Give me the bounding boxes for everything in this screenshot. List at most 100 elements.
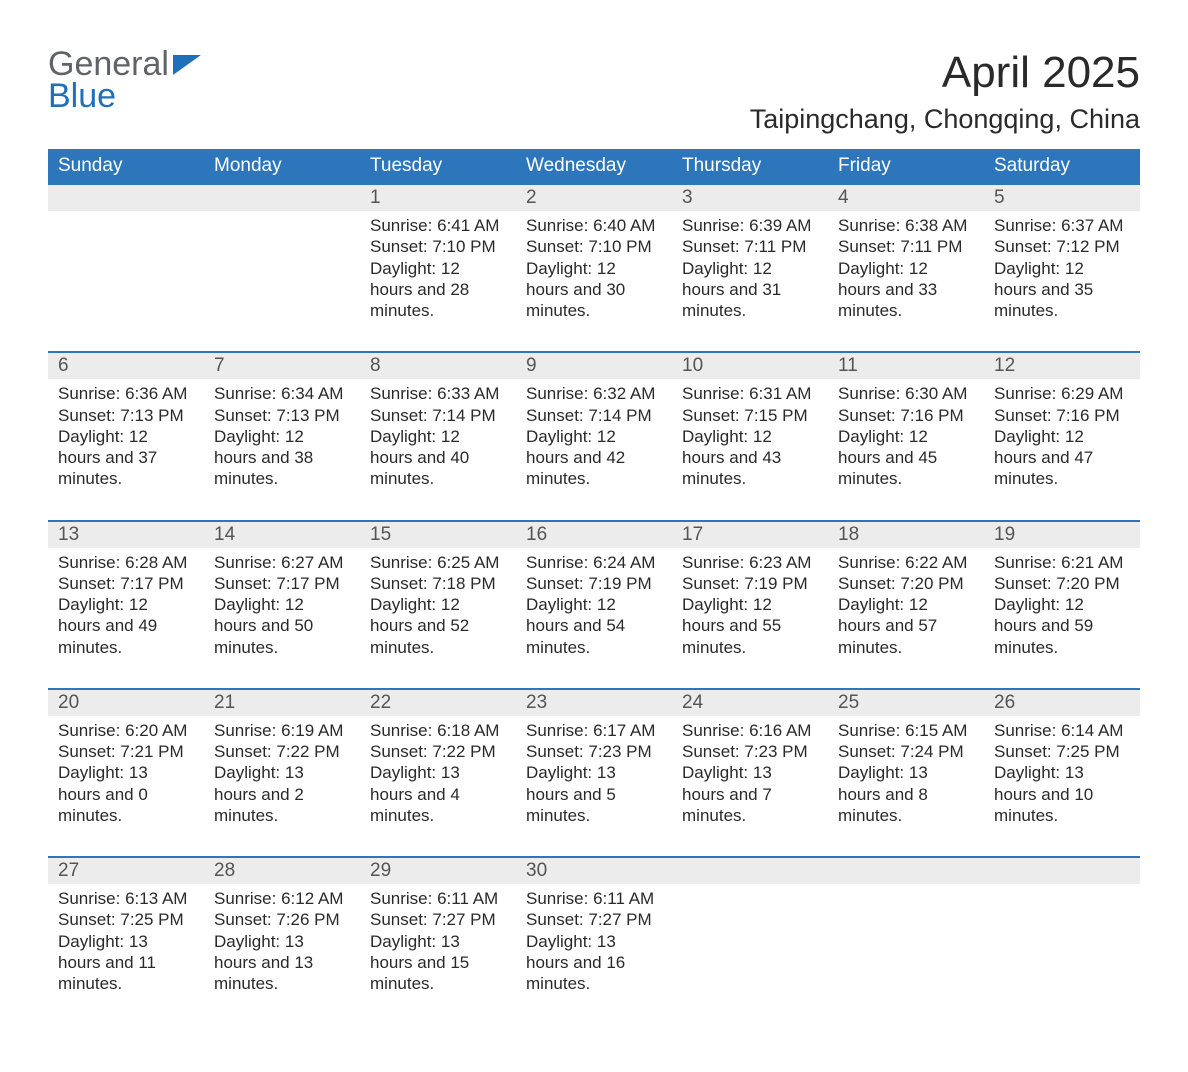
day-cell: 30Sunrise: 6:11 AMSunset: 7:27 PMDayligh… xyxy=(516,857,672,1024)
day-details: Sunrise: 6:23 AMSunset: 7:19 PMDaylight:… xyxy=(682,552,818,658)
sunset-text: Sunset: 7:10 PM xyxy=(526,236,662,257)
day-cell: 28Sunrise: 6:12 AMSunset: 7:26 PMDayligh… xyxy=(204,857,360,1024)
day-details: Sunrise: 6:39 AMSunset: 7:11 PMDaylight:… xyxy=(682,215,818,321)
day-cell: 24Sunrise: 6:16 AMSunset: 7:23 PMDayligh… xyxy=(672,689,828,857)
sunset-text: Sunset: 7:14 PM xyxy=(370,405,506,426)
day-number: 26 xyxy=(984,690,1140,716)
week-row: 6Sunrise: 6:36 AMSunset: 7:13 PMDaylight… xyxy=(48,352,1140,520)
sunrise-text: Sunrise: 6:39 AM xyxy=(682,215,818,236)
empty-cell xyxy=(984,857,1140,1024)
day-details: Sunrise: 6:37 AMSunset: 7:12 PMDaylight:… xyxy=(994,215,1130,321)
day-number-bar xyxy=(828,858,984,884)
sunrise-text: Sunrise: 6:34 AM xyxy=(214,383,350,404)
day-details: Sunrise: 6:25 AMSunset: 7:18 PMDaylight:… xyxy=(370,552,506,658)
sunrise-text: Sunrise: 6:15 AM xyxy=(838,720,974,741)
day-number: 15 xyxy=(360,522,516,548)
day-details: Sunrise: 6:30 AMSunset: 7:16 PMDaylight:… xyxy=(838,383,974,489)
day-cell: 21 Sunrise: 6:19 AMSunset: 7:22 PMDayligh… xyxy=(204,689,360,857)
day-number: 19 xyxy=(984,522,1140,548)
sunrise-text: Sunrise: 6:41 AM xyxy=(370,215,506,236)
logo-word-blue: Blue xyxy=(48,77,116,115)
weekday-header: Friday xyxy=(828,149,984,184)
sunset-text: Sunset: 7:27 PM xyxy=(526,909,662,930)
daylight-text: Daylight: 12 hours and 43 minutes. xyxy=(682,426,818,490)
daylight-text: Daylight: 13 hours and 7 minutes. xyxy=(682,762,818,826)
day-number: 6 xyxy=(48,353,204,379)
location-subtitle: Taipingchang, Chongqing, China xyxy=(750,104,1140,135)
empty-cell xyxy=(828,857,984,1024)
brand-logo: General Blue xyxy=(48,48,201,113)
day-details: Sunrise: 6:27 AMSunset: 7:17 PMDaylight:… xyxy=(214,552,350,658)
daylight-text: Daylight: 12 hours and 50 minutes. xyxy=(214,594,350,658)
day-details: Sunrise: 6:19 AMSunset: 7:22 PMDaylight:… xyxy=(214,720,350,826)
sunset-text: Sunset: 7:26 PM xyxy=(214,909,350,930)
daylight-text: Daylight: 13 hours and 13 minutes. xyxy=(214,931,350,995)
daylight-text: Daylight: 13 hours and 0 minutes. xyxy=(58,762,194,826)
day-cell: 22Sunrise: 6:18 AMSunset: 7:22 PMDayligh… xyxy=(360,689,516,857)
week-row: 1Sunrise: 6:41 AMSunset: 7:10 PMDaylight… xyxy=(48,184,1140,352)
sunrise-text: Sunrise: 6:28 AM xyxy=(58,552,194,573)
sunrise-text: Sunrise: 6:17 AM xyxy=(526,720,662,741)
day-details: Sunrise: 6:14 AMSunset: 7:25 PMDaylight:… xyxy=(994,720,1130,826)
daylight-text: Daylight: 12 hours and 49 minutes. xyxy=(58,594,194,658)
day-number: 12 xyxy=(984,353,1140,379)
weekday-header-row: SundayMondayTuesdayWednesdayThursdayFrid… xyxy=(48,149,1140,184)
day-cell: 6 Sunrise: 6:36 AMSunset: 7:13 PMDaylight… xyxy=(48,352,204,520)
day-number: 10 xyxy=(672,353,828,379)
daylight-text: Daylight: 13 hours and 11 minutes. xyxy=(58,931,194,995)
daylight-text: Daylight: 12 hours and 45 minutes. xyxy=(838,426,974,490)
sunset-text: Sunset: 7:16 PM xyxy=(838,405,974,426)
day-number: 27 xyxy=(48,858,204,884)
daylight-text: Daylight: 13 hours and 2 minutes. xyxy=(214,762,350,826)
day-cell: 7Sunrise: 6:34 AMSunset: 7:13 PMDaylight… xyxy=(204,352,360,520)
day-cell: 23Sunrise: 6:17 AMSunset: 7:23 PMDayligh… xyxy=(516,689,672,857)
sunset-text: Sunset: 7:17 PM xyxy=(214,573,350,594)
sunrise-text: Sunrise: 6:32 AM xyxy=(526,383,662,404)
sunrise-text: Sunrise: 6:14 AM xyxy=(994,720,1130,741)
daylight-text: Daylight: 12 hours and 42 minutes. xyxy=(526,426,662,490)
weekday-header: Saturday xyxy=(984,149,1140,184)
sunrise-text: Sunrise: 6:12 AM xyxy=(214,888,350,909)
daylight-text: Daylight: 13 hours and 10 minutes. xyxy=(994,762,1130,826)
day-details: Sunrise: 6:21 AMSunset: 7:20 PMDaylight:… xyxy=(994,552,1130,658)
day-details: Sunrise: 6:36 AMSunset: 7:13 PMDaylight:… xyxy=(58,383,194,489)
sunset-text: Sunset: 7:21 PM xyxy=(58,741,194,762)
day-cell: 10Sunrise: 6:31 AMSunset: 7:15 PMDayligh… xyxy=(672,352,828,520)
sunset-text: Sunset: 7:11 PM xyxy=(838,236,974,257)
flag-icon xyxy=(173,48,201,80)
day-cell: 13Sunrise: 6:28 AMSunset: 7:17 PMDayligh… xyxy=(48,521,204,689)
day-number: 5 xyxy=(984,185,1140,211)
day-details: Sunrise: 6:22 AMSunset: 7:20 PMDaylight:… xyxy=(838,552,974,658)
day-cell: 16Sunrise: 6:24 AMSunset: 7:19 PMDayligh… xyxy=(516,521,672,689)
day-cell: 15 Sunrise: 6:25 AMSunset: 7:18 PMDayligh… xyxy=(360,521,516,689)
day-number: 21 xyxy=(204,690,360,716)
sunrise-text: Sunrise: 6:36 AM xyxy=(58,383,194,404)
day-cell: 5 Sunrise: 6:37 AMSunset: 7:12 PMDaylight… xyxy=(984,184,1140,352)
daylight-text: Daylight: 12 hours and 31 minutes. xyxy=(682,258,818,322)
day-details: Sunrise: 6:17 AMSunset: 7:23 PMDaylight:… xyxy=(526,720,662,826)
day-cell: 25Sunrise: 6:15 AMSunset: 7:24 PMDayligh… xyxy=(828,689,984,857)
day-number-bar xyxy=(984,858,1140,884)
daylight-text: Daylight: 13 hours and 4 minutes. xyxy=(370,762,506,826)
day-number: 22 xyxy=(360,690,516,716)
day-cell: 27Sunrise: 6:13 AMSunset: 7:25 PMDayligh… xyxy=(48,857,204,1024)
day-number: 8 xyxy=(360,353,516,379)
sunset-text: Sunset: 7:23 PM xyxy=(682,741,818,762)
day-cell: 14Sunrise: 6:27 AMSunset: 7:17 PMDayligh… xyxy=(204,521,360,689)
day-details: Sunrise: 6:11 AMSunset: 7:27 PMDaylight:… xyxy=(370,888,506,994)
sunrise-text: Sunrise: 6:13 AM xyxy=(58,888,194,909)
month-title: April 2025 xyxy=(750,48,1140,98)
daylight-text: Daylight: 12 hours and 30 minutes. xyxy=(526,258,662,322)
day-cell: 8Sunrise: 6:33 AMSunset: 7:14 PMDaylight… xyxy=(360,352,516,520)
sunset-text: Sunset: 7:10 PM xyxy=(370,236,506,257)
sunset-text: Sunset: 7:27 PM xyxy=(370,909,506,930)
empty-cell xyxy=(48,184,204,352)
day-cell: 17Sunrise: 6:23 AMSunset: 7:19 PMDayligh… xyxy=(672,521,828,689)
sunrise-text: Sunrise: 6:16 AM xyxy=(682,720,818,741)
day-number: 3 xyxy=(672,185,828,211)
day-number: 1 xyxy=(360,185,516,211)
sunset-text: Sunset: 7:13 PM xyxy=(58,405,194,426)
sunset-text: Sunset: 7:18 PM xyxy=(370,573,506,594)
sunset-text: Sunset: 7:14 PM xyxy=(526,405,662,426)
day-number: 7 xyxy=(204,353,360,379)
